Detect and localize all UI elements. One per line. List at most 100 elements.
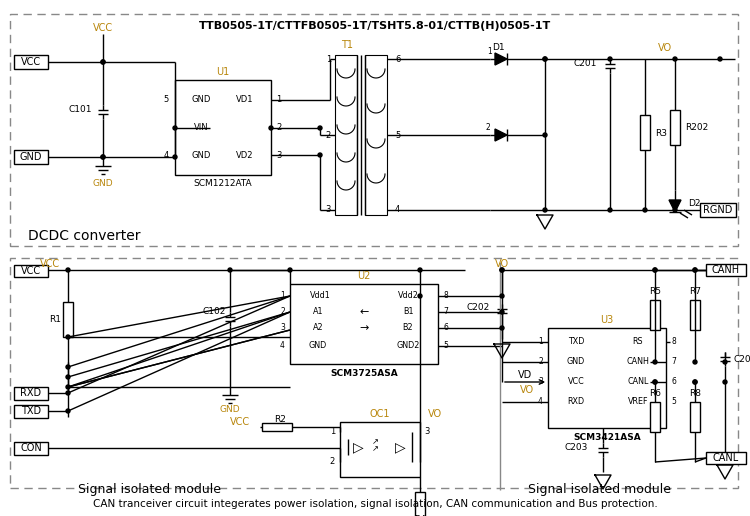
- Polygon shape: [495, 53, 507, 65]
- Bar: [670, 110, 680, 145]
- Text: CANL: CANL: [627, 378, 649, 386]
- Circle shape: [500, 294, 504, 298]
- Text: Signal isolated module: Signal isolated module: [79, 483, 221, 496]
- Text: 5: 5: [443, 342, 448, 350]
- Text: R202: R202: [685, 123, 708, 133]
- Circle shape: [718, 57, 722, 61]
- Circle shape: [418, 268, 422, 272]
- Bar: [706, 452, 746, 464]
- Circle shape: [673, 57, 677, 61]
- Circle shape: [173, 155, 177, 159]
- Circle shape: [543, 208, 547, 212]
- Circle shape: [318, 153, 322, 157]
- Text: ↗: ↗: [371, 438, 379, 446]
- Text: VO: VO: [428, 409, 442, 419]
- Text: R5: R5: [649, 287, 661, 297]
- Circle shape: [66, 365, 70, 369]
- Circle shape: [500, 310, 504, 314]
- Bar: [63, 302, 73, 337]
- Text: GND: GND: [309, 342, 327, 350]
- Circle shape: [500, 268, 504, 272]
- Text: ▷: ▷: [352, 440, 363, 454]
- Bar: [690, 402, 700, 432]
- Text: 8: 8: [671, 337, 676, 347]
- Bar: [706, 264, 746, 276]
- Circle shape: [653, 360, 657, 364]
- Text: CAN tranceiver circuit integerates power isolation, signal isolation, CAN commun: CAN tranceiver circuit integerates power…: [93, 499, 657, 509]
- Text: 2: 2: [485, 123, 490, 133]
- Circle shape: [101, 155, 105, 159]
- Circle shape: [66, 391, 70, 395]
- Text: U2: U2: [357, 271, 370, 281]
- Text: 3: 3: [276, 151, 281, 159]
- Circle shape: [643, 208, 647, 212]
- Circle shape: [723, 360, 727, 364]
- Text: 1: 1: [488, 46, 492, 56]
- Circle shape: [653, 380, 657, 384]
- Text: 2: 2: [326, 131, 331, 139]
- Circle shape: [66, 335, 70, 339]
- Circle shape: [500, 326, 504, 330]
- Bar: [14, 265, 48, 277]
- Bar: [262, 423, 292, 431]
- Text: VCC: VCC: [21, 57, 41, 67]
- Text: GND: GND: [220, 406, 240, 414]
- Text: GND: GND: [20, 152, 42, 162]
- Bar: [14, 387, 48, 400]
- Circle shape: [693, 360, 697, 364]
- Text: 1: 1: [538, 337, 543, 347]
- Text: C204: C204: [733, 354, 750, 363]
- Text: U3: U3: [600, 315, 613, 325]
- Text: 2: 2: [538, 358, 543, 366]
- Polygon shape: [495, 129, 507, 141]
- Text: RXD: RXD: [20, 388, 41, 398]
- Text: ↗: ↗: [371, 444, 379, 454]
- Text: C201: C201: [574, 58, 597, 68]
- Text: 4: 4: [280, 342, 285, 350]
- Text: TTB0505-1T/CTTFB0505-1T/TSHT5.8-01/CTTB(H)0505-1T: TTB0505-1T/CTTFB0505-1T/TSHT5.8-01/CTTB(…: [199, 21, 551, 31]
- Bar: [700, 203, 736, 217]
- Text: A1: A1: [313, 308, 323, 316]
- Text: →: →: [359, 323, 369, 333]
- Text: VCC: VCC: [21, 266, 41, 276]
- Circle shape: [318, 126, 322, 130]
- Text: VREF: VREF: [628, 397, 648, 407]
- Bar: [650, 402, 660, 432]
- Circle shape: [269, 126, 273, 130]
- Text: OC1: OC1: [370, 409, 390, 419]
- Bar: [335, 55, 357, 215]
- Circle shape: [608, 57, 612, 61]
- Bar: [640, 115, 650, 150]
- Circle shape: [653, 268, 657, 272]
- Text: 1: 1: [326, 56, 331, 64]
- Text: U1: U1: [216, 67, 229, 77]
- Text: RGND: RGND: [704, 205, 733, 215]
- Text: 4: 4: [164, 151, 169, 159]
- Bar: [14, 55, 48, 69]
- Text: 2: 2: [280, 308, 285, 316]
- Text: C203: C203: [565, 443, 588, 453]
- Text: VCC: VCC: [230, 417, 250, 427]
- Polygon shape: [669, 200, 681, 212]
- Text: 6: 6: [395, 56, 400, 64]
- Text: 4: 4: [395, 205, 400, 215]
- Bar: [290, 284, 438, 364]
- Circle shape: [693, 380, 697, 384]
- Text: 2: 2: [330, 458, 335, 466]
- Text: ←: ←: [359, 307, 369, 317]
- Text: 5: 5: [395, 131, 400, 139]
- Bar: [14, 150, 48, 164]
- Bar: [415, 492, 425, 516]
- Text: CANL: CANL: [712, 453, 739, 463]
- Circle shape: [693, 268, 697, 272]
- Circle shape: [101, 60, 105, 64]
- Text: C102: C102: [202, 308, 226, 316]
- Text: 7: 7: [443, 308, 448, 316]
- Text: 8: 8: [443, 292, 448, 300]
- Text: RS: RS: [633, 337, 644, 347]
- Text: VO: VO: [495, 259, 509, 269]
- Circle shape: [288, 268, 292, 272]
- Circle shape: [173, 126, 177, 130]
- Text: SCM1212ATA: SCM1212ATA: [194, 179, 252, 187]
- Circle shape: [673, 208, 677, 212]
